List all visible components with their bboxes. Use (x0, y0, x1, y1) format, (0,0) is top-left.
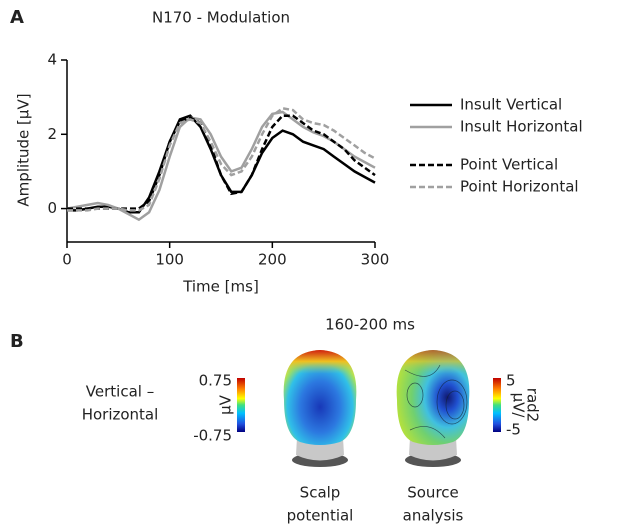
scale-min: -5 (506, 421, 521, 439)
x-tick-label: 0 (62, 251, 72, 269)
scale-max: 5 (506, 372, 516, 390)
time-window: 160-200 ms (325, 316, 415, 334)
series-line (66, 110, 376, 222)
chart-title: N170 - Modulation (152, 9, 290, 27)
legend-label: Point Vertical (460, 156, 558, 174)
map-caption: Source (407, 484, 459, 502)
y-tick-label: 2 (47, 125, 57, 143)
legend-label: Insult Horizontal (460, 118, 583, 136)
scale-unit: rad2 (524, 388, 542, 422)
scale-unit: µV (217, 394, 235, 415)
map-caption: analysis (403, 507, 464, 525)
x-tick-label: 300 (361, 251, 390, 269)
map-caption: Scalp (300, 484, 341, 502)
panel-label: B (10, 331, 24, 352)
x-tick-label: 200 (258, 251, 287, 269)
series-line (67, 114, 376, 210)
colorbar (237, 378, 245, 432)
scale-min: -0.75 (193, 427, 232, 445)
x-tick-label: 100 (155, 251, 184, 269)
scale-unit: µV/ (510, 393, 528, 419)
x-axis-label: Time [ms] (182, 278, 259, 296)
legend-label: Insult Vertical (460, 96, 562, 114)
colorbar (493, 378, 501, 432)
y-tick-label: 4 (47, 51, 57, 69)
condition-label: Vertical – (86, 383, 154, 401)
condition-label: Horizontal (82, 406, 159, 424)
map-caption: potential (287, 507, 354, 525)
source-map (396, 350, 470, 467)
legend-label: Point Horizontal (460, 178, 579, 196)
scale-max: 0.75 (199, 372, 232, 390)
panel-label: A (10, 7, 24, 28)
y-axis-label: Amplitude [µV] (15, 93, 33, 206)
series-line (67, 106, 376, 212)
scalp-map (283, 350, 357, 467)
y-tick-label: 0 (47, 199, 57, 217)
